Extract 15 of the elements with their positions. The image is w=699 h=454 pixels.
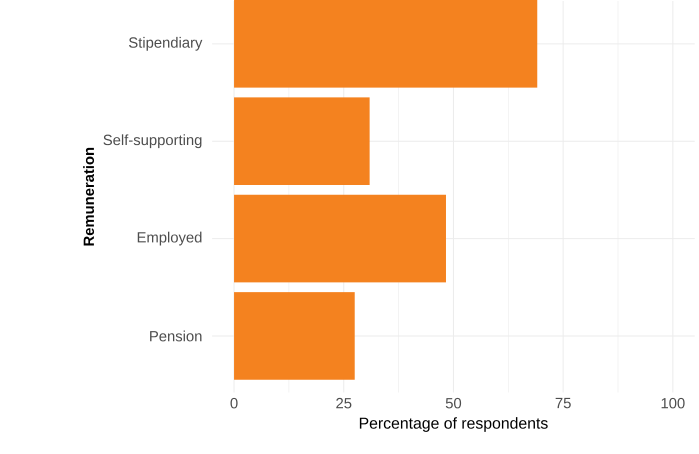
x-tick-label: 100	[662, 398, 685, 408]
y-tick-label: Self-supporting	[103, 134, 202, 148]
y-tick-label: Employed	[138, 232, 202, 246]
x-tick-label: 25	[336, 398, 352, 408]
bar	[234, 292, 355, 380]
x-tick-label: 75	[556, 398, 571, 408]
x-tick-label: 0	[230, 398, 238, 408]
bar	[234, 0, 538, 88]
y-tick-label: Pension	[150, 330, 202, 342]
y-tick-label: Stipendiary	[128, 36, 202, 51]
x-tick-label: 50	[446, 398, 462, 408]
bar	[234, 97, 370, 186]
y-axis-title: Remuneration	[83, 148, 94, 246]
x-axis-title: Percentage of respondents	[360, 417, 548, 432]
bar	[234, 194, 446, 282]
